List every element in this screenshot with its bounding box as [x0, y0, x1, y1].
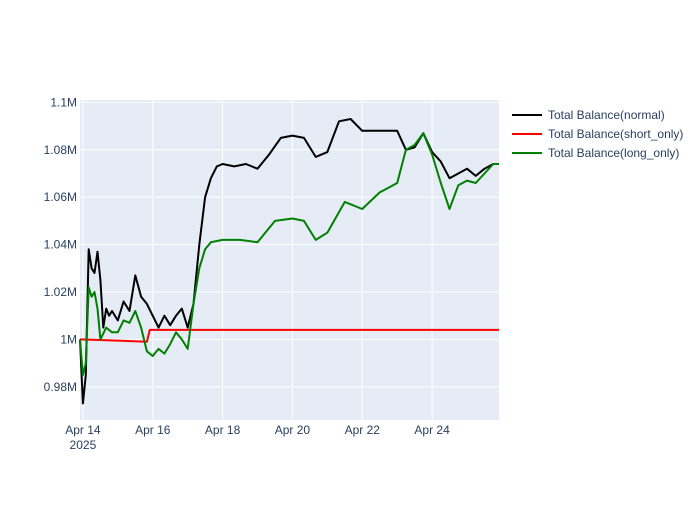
x-tick-label: Apr 22	[345, 423, 381, 437]
legend[interactable]: Total Balance(normal) Total Balance(short…	[512, 108, 683, 160]
y-axis-ticks: 0.98M 1M 1.02M 1.04M 1.06M 1.08M 1.1M	[44, 95, 77, 393]
x-tick-year-label: 2025	[70, 438, 97, 452]
legend-item[interactable]: Total Balance(long_only)	[512, 146, 679, 160]
x-tick-label: Apr 14	[65, 423, 101, 437]
legend-label: Total Balance(normal)	[548, 108, 665, 122]
series-line-2[interactable]	[79, 328, 499, 343]
y-tick-label: 1M	[60, 332, 77, 346]
series-lines	[79, 118, 499, 405]
y-tick-label: 1.04M	[44, 238, 77, 252]
legend-label: Total Balance(short_only)	[548, 127, 683, 141]
y-tick-label: 1.08M	[44, 143, 77, 157]
x-tick-label: Apr 20	[275, 423, 311, 437]
y-tick-label: 1.1M	[50, 95, 77, 109]
y-tick-label: 1.02M	[44, 285, 77, 299]
x-tick-label: Apr 24	[414, 423, 450, 437]
series-line-3[interactable]	[79, 132, 499, 376]
legend-item[interactable]: Total Balance(normal)	[512, 108, 665, 122]
plot-area	[80, 100, 499, 420]
y-tick-label: 1.06M	[44, 190, 77, 204]
x-tick-label: Apr 16	[135, 423, 171, 437]
y-tick-label: 0.98M	[44, 380, 77, 394]
grid-lines	[80, 100, 499, 420]
legend-label: Total Balance(long_only)	[548, 146, 679, 160]
legend-item[interactable]: Total Balance(short_only)	[512, 127, 683, 141]
x-tick-label: Apr 18	[205, 423, 241, 437]
